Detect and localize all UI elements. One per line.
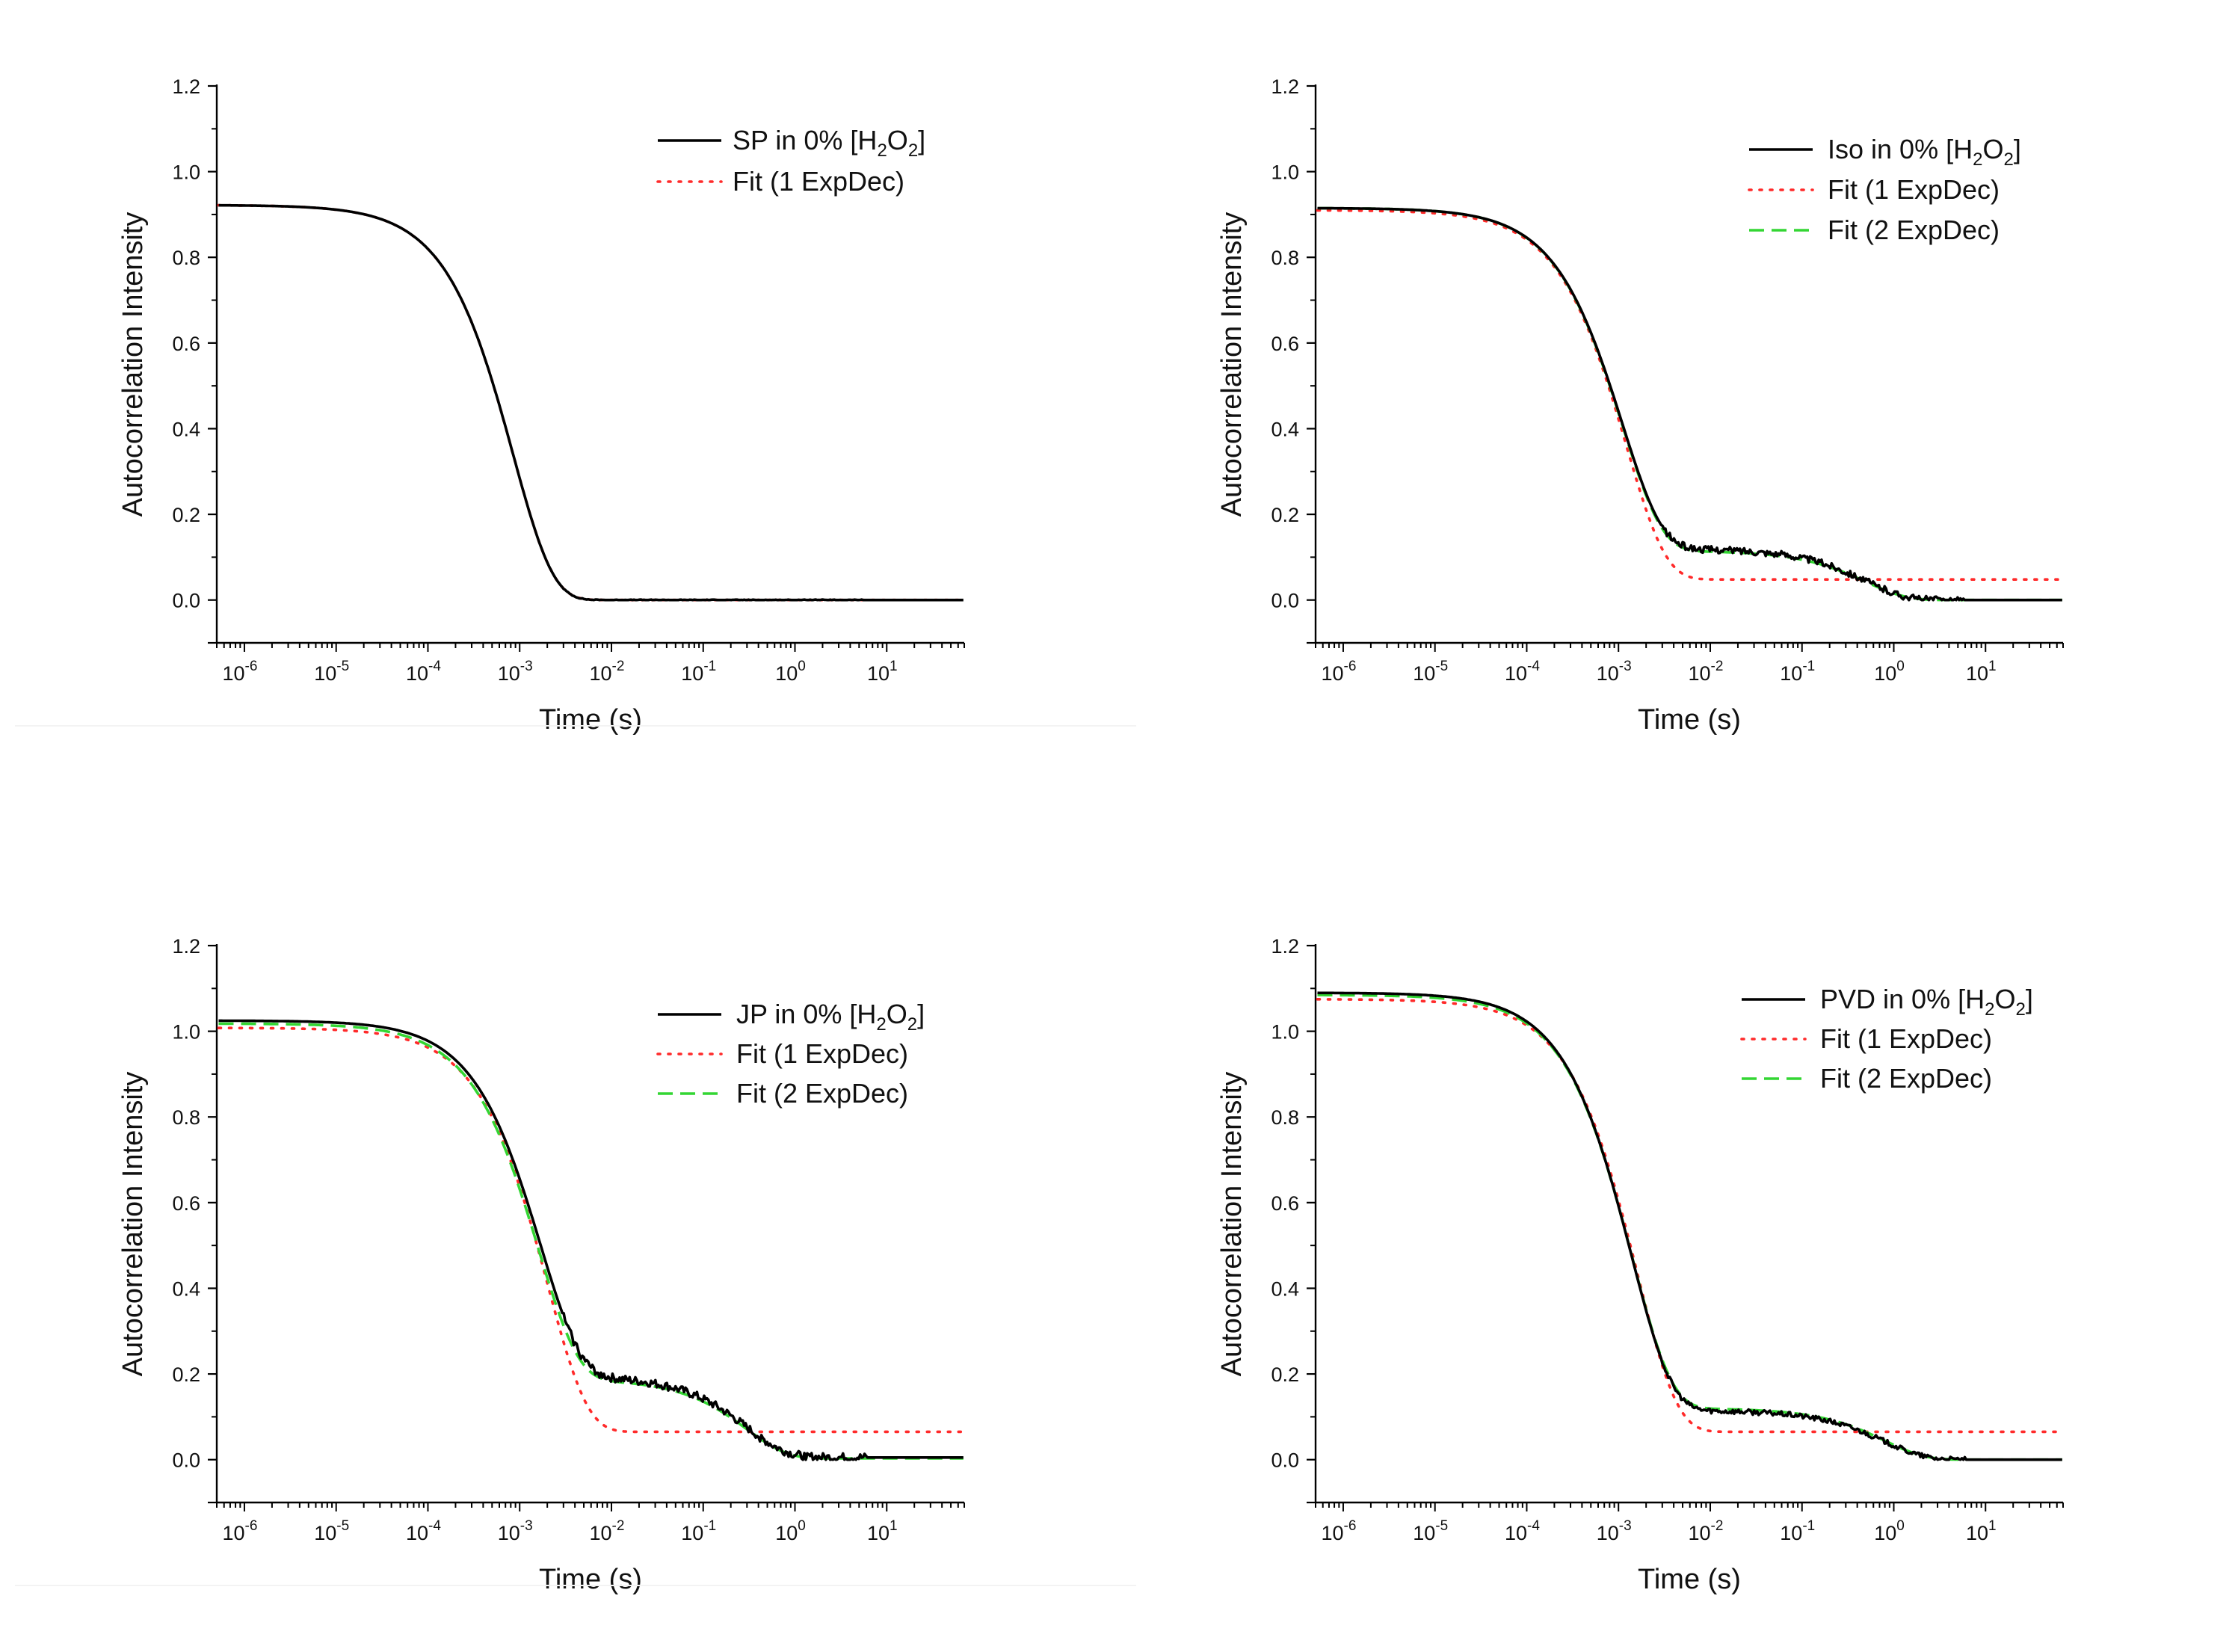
x-tick-label: 10-3 (1597, 1518, 1632, 1544)
y-tick-label: 0.4 (1271, 418, 1299, 440)
x-tick-label: 10-4 (406, 1518, 441, 1544)
y-tick-label: 0.2 (1271, 1363, 1299, 1386)
legend-label: Fit (1 ExpDec) (1820, 1023, 1992, 1054)
y-tick-label: 1.2 (172, 75, 200, 98)
x-tick-label: 10-6 (222, 659, 257, 685)
x-tick-label: 100 (775, 659, 806, 685)
y-tick-label: 0.4 (172, 418, 200, 440)
legend-label: PVD in 0% [H2O2] (1820, 984, 2033, 1020)
x-tick-label: 100 (1874, 659, 1905, 685)
x-tick-label: 10-5 (1413, 1518, 1448, 1544)
x-tick-label: 10-6 (222, 1518, 257, 1544)
y-tick-label: 0.6 (1271, 1192, 1299, 1215)
y-tick-label: 0.0 (172, 590, 200, 612)
x-axis-label: Time (s) (539, 704, 642, 736)
x-tick-label: 101 (1966, 659, 1997, 685)
series-dotted (1316, 209, 2064, 582)
x-axis-label: Time (s) (1638, 704, 1741, 736)
y-tick-label: 0.8 (172, 1106, 200, 1129)
series-solid (1317, 206, 2062, 602)
chart-panel-bottom-left: 0.0 0.2 0.4 0.6 0.8 1.0 1.2 10-6 10-5 10-4 10-3 10-… (15, 935, 1091, 1595)
x-tick-label: 101 (867, 1518, 898, 1544)
y-tick-label: 1.2 (172, 935, 200, 958)
y-tick-label: 1.0 (1271, 1021, 1299, 1044)
x-tick-label: 10-3 (498, 659, 533, 685)
x-tick-label: 100 (1874, 1518, 1905, 1544)
x-tick-label: 10-3 (1597, 659, 1632, 685)
y-tick-label: 0.0 (1271, 1449, 1299, 1472)
x-tick-label: 10-2 (590, 659, 625, 685)
x-tick-label: 10-6 (1321, 659, 1356, 685)
x-tick-label: 10-1 (1780, 659, 1815, 685)
x-tick-label: 10-5 (1413, 659, 1448, 685)
x-tick-label: 10-4 (406, 659, 441, 685)
series-solid (218, 203, 964, 602)
series-dotted (217, 203, 965, 602)
x-tick-label: 100 (775, 1518, 806, 1544)
x-tick-label: 10-5 (314, 659, 349, 685)
chart-panel-top-right: 0.0 0.2 0.4 0.6 0.8 1.0 1.2 10-6 10-5 10-4 10-3 10-… (15, 75, 2064, 736)
legend-label: Fit (2 ExpDec) (1820, 1063, 1992, 1094)
x-tick-label: 10-4 (1505, 659, 1540, 685)
series-solid (1317, 991, 2062, 1461)
x-tick-label: 10-6 (1321, 1518, 1356, 1544)
y-tick-label: 0.2 (1271, 504, 1299, 526)
x-axis-label: Time (s) (1638, 1564, 1741, 1595)
y-tick-label: 0.2 (172, 504, 200, 526)
y-tick-label: 1.0 (172, 161, 200, 184)
legend-label: Fit (1 ExpDec) (733, 166, 904, 197)
legend-label: SP in 0% [H2O2] (733, 125, 925, 161)
x-tick-label: 10-2 (1689, 659, 1724, 685)
y-tick-label: 0.8 (1271, 1106, 1299, 1129)
y-axis-label: Autocorrelation Intensity (117, 1072, 149, 1377)
legend-label: Fit (1 ExpDec) (1828, 174, 2000, 205)
y-tick-label: 0.2 (172, 1363, 200, 1386)
legend-label: Fit (2 ExpDec) (1828, 215, 2000, 245)
y-tick-label: 0.6 (172, 333, 200, 355)
series-dotted (217, 1026, 965, 1434)
chart-panel-bottom-right: 0.0 0.2 0.4 0.6 0.8 1.0 1.2 10-6 10-5 10-4 10-3 10-… (15, 935, 2064, 1595)
y-tick-label: 0.8 (1271, 247, 1299, 269)
y-tick-label: 1.0 (172, 1021, 200, 1044)
x-tick-label: 10-1 (1780, 1518, 1815, 1544)
x-tick-label: 101 (1966, 1518, 1997, 1544)
y-axis-label: Autocorrelation Intensity (1216, 212, 1248, 517)
series-dotted (1316, 998, 2064, 1434)
band-line (15, 1585, 1136, 1586)
x-tick-label: 10-3 (498, 1518, 533, 1544)
x-tick-label: 101 (867, 659, 898, 685)
y-tick-label: 1.2 (1271, 935, 1299, 958)
y-tick-label: 0.4 (1271, 1277, 1299, 1300)
chart-panel-top-left: 0.0 0.2 0.4 0.6 0.8 1.0 1.2 10-6 10-5 10-4 10-3 10-… (15, 75, 1091, 736)
x-tick-label: 10-5 (314, 1518, 349, 1544)
legend-label: Iso in 0% [H2O2] (1828, 134, 2021, 170)
x-tick-label: 10-2 (590, 1518, 625, 1544)
x-axis-label: Time (s) (539, 1564, 642, 1595)
legend-label: Fit (1 ExpDec) (736, 1038, 908, 1069)
y-tick-label: 0.6 (172, 1192, 200, 1215)
legend-label: Fit (2 ExpDec) (736, 1078, 908, 1109)
x-tick-label: 10-1 (681, 659, 716, 685)
series-dashed (1317, 206, 2062, 602)
band-line (15, 725, 1136, 727)
y-tick-label: 1.0 (1271, 161, 1299, 184)
y-tick-label: 0.4 (172, 1277, 200, 1300)
y-tick-label: 0.6 (1271, 333, 1299, 355)
y-axis-label: Autocorrelation Intensity (117, 212, 149, 517)
y-tick-label: 0.0 (1271, 590, 1299, 612)
y-tick-label: 1.2 (1271, 75, 1299, 98)
y-tick-label: 0.8 (172, 247, 200, 269)
x-tick-label: 10-1 (681, 1518, 716, 1544)
legend-label: JP in 0% [H2O2] (736, 999, 925, 1035)
x-tick-label: 10-2 (1689, 1518, 1724, 1544)
y-tick-label: 0.0 (172, 1449, 200, 1472)
x-tick-label: 10-4 (1505, 1518, 1540, 1544)
series-solid (218, 1019, 964, 1461)
y-axis-label: Autocorrelation Intensity (1216, 1072, 1248, 1377)
